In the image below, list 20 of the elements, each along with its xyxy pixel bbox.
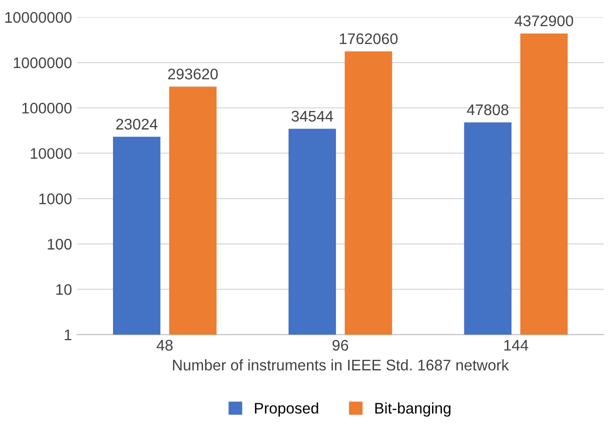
y-tick-label: 1 [64, 330, 72, 340]
data-label: 4372900 [514, 15, 574, 26]
data-label: 34544 [292, 110, 334, 122]
legend-label: Bit-banging [375, 402, 450, 417]
y-tick-label: 1000 [39, 193, 72, 204]
y-tick-label: 100 [48, 238, 72, 250]
data-label: 293620 [168, 68, 218, 80]
y-tick-label: 1000000 [14, 57, 72, 68]
data-label: 23024 [116, 118, 158, 130]
y-tick-label: 10000000 [5, 12, 72, 23]
y-tick-label: 10 [56, 284, 72, 295]
x-tick-label: 144 [504, 340, 528, 351]
x-tick-label: 96 [332, 340, 348, 351]
y-tick-label: 100000 [22, 102, 72, 114]
data-label: 1762060 [340, 33, 398, 44]
y-tick-label: 10000 [30, 148, 72, 159]
x-tick-label: 48 [156, 340, 173, 351]
x-axis-title: Number of instruments in IEEE Std. 1687 network [173, 359, 509, 370]
data-label: 47808 [466, 104, 508, 116]
legend-label: Proposed [254, 402, 318, 417]
